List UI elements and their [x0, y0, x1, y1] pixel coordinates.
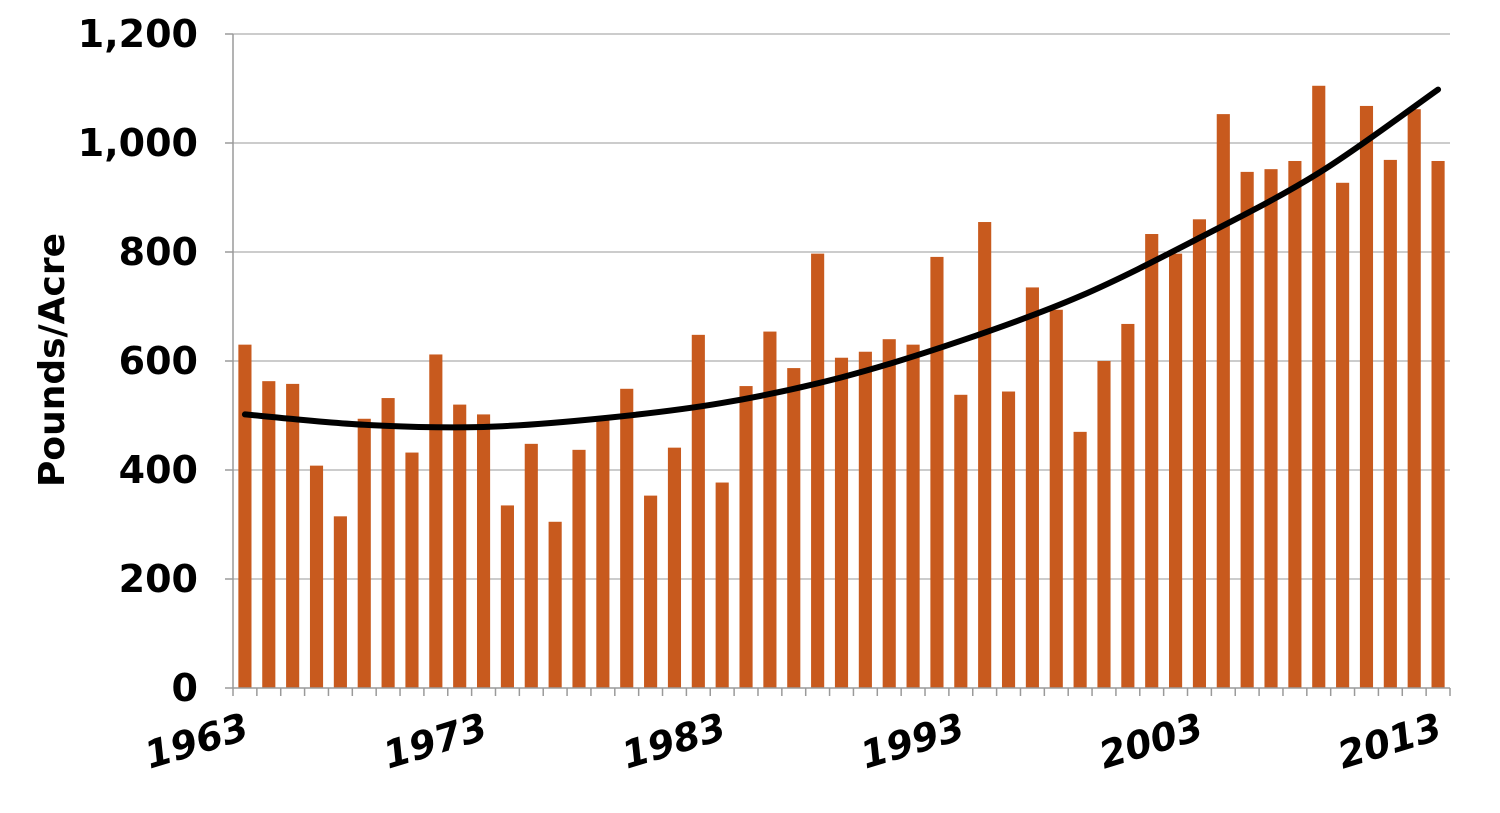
trend-line — [241, 86, 1442, 431]
bar-1980 — [644, 495, 658, 688]
bar-1966 — [309, 465, 324, 688]
bar-2012 — [1407, 109, 1421, 688]
axes — [225, 33, 1451, 696]
x-tick-label-2003: 2003 — [1094, 705, 1208, 778]
bar-1963 — [238, 344, 252, 688]
y-tick-labels: 0 200 400 600 800 1,000 1,200 — [78, 12, 198, 710]
bar-2013 — [1431, 160, 1445, 689]
bar-2000 — [1121, 323, 1135, 688]
bar-1990 — [882, 339, 896, 688]
y-tick-label-200: 200 — [119, 557, 198, 601]
y-tick-label-600: 600 — [119, 339, 198, 383]
bar-2009 — [1336, 182, 1350, 688]
x-tick-label-1973: 1973 — [378, 705, 492, 778]
bar-1970 — [405, 452, 419, 688]
bar-1997 — [1049, 309, 1063, 688]
bar-2004 — [1216, 114, 1230, 689]
bar-1986 — [787, 368, 801, 688]
bar-1965 — [286, 383, 300, 688]
bar-1988 — [834, 357, 849, 688]
y-tick-label-1000: 1,000 — [78, 121, 198, 165]
trendline — [241, 86, 1442, 431]
bar-1991 — [906, 344, 920, 688]
bar-2005 — [1240, 171, 1254, 688]
bar-1977 — [572, 449, 586, 688]
x-tick-label-1993: 1993 — [855, 705, 969, 778]
x-tick-label-2013: 2013 — [1333, 705, 1447, 778]
bar-1994 — [978, 222, 992, 688]
bar-2011 — [1383, 159, 1397, 688]
bar-1979 — [620, 388, 634, 688]
y-tick-label-800: 800 — [119, 230, 198, 274]
bar-1993 — [954, 394, 968, 688]
bar-2002 — [1169, 253, 1183, 688]
bar-1983 — [715, 482, 729, 688]
bar-2001 — [1145, 234, 1159, 688]
bar-1968 — [357, 418, 371, 688]
bar-1974 — [500, 505, 514, 688]
bar-1987 — [811, 253, 825, 688]
y-tick-label-1200: 1,200 — [78, 12, 198, 56]
bar-1992 — [930, 256, 944, 688]
y-axis-title: Pounds/Acre — [32, 233, 73, 487]
bar-1981 — [667, 447, 682, 688]
bar-1985 — [763, 331, 777, 688]
bar-1998 — [1073, 431, 1087, 688]
bar-1973 — [476, 414, 491, 688]
bar-1978 — [596, 419, 610, 688]
y-tick-label-0: 0 — [172, 666, 198, 710]
bar-1969 — [381, 398, 395, 688]
bar-1972 — [453, 404, 467, 688]
bar-2008 — [1312, 85, 1326, 688]
bar-1999 — [1097, 361, 1111, 688]
bar-2010 — [1359, 105, 1374, 688]
bar-1984 — [739, 386, 753, 688]
bar-1989 — [858, 351, 872, 688]
bar-1975 — [524, 443, 538, 688]
x-tick-label-1963: 1963 — [140, 705, 254, 778]
bar-2007 — [1288, 160, 1302, 689]
bar-2003 — [1192, 219, 1207, 689]
bar-1967 — [333, 516, 347, 688]
bar-1996 — [1025, 287, 1039, 688]
bars — [238, 85, 1445, 689]
bar-1976 — [548, 521, 562, 688]
x-tick-labels: 1963 1973 1983 1993 2003 2013 — [140, 705, 1447, 778]
y-tick-label-400: 400 — [119, 448, 198, 492]
bar-1995 — [1001, 391, 1016, 688]
bar-1964 — [262, 381, 276, 688]
x-tick-label-1983: 1983 — [617, 705, 731, 778]
bar-1971 — [429, 354, 443, 688]
bar-2006 — [1264, 169, 1278, 688]
bar-1982 — [691, 334, 705, 688]
